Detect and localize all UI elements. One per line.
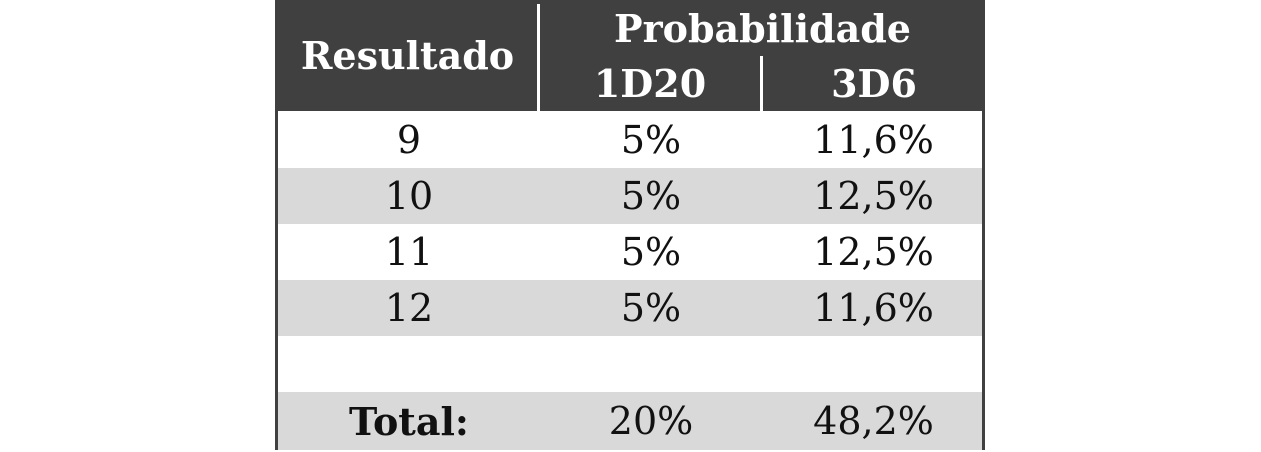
row-bg xyxy=(278,112,982,168)
subcolumn-header: 1D20 xyxy=(593,61,707,106)
table-cell: 9 xyxy=(396,118,422,162)
table-cell: 11,6% xyxy=(813,286,934,330)
table-cell: 10 xyxy=(384,174,434,218)
total-cell: Total: xyxy=(349,398,469,444)
table-cell: 5% xyxy=(620,286,682,330)
row-label-header: Resultado xyxy=(300,33,515,78)
table-cell: 12 xyxy=(384,286,434,330)
table-cell: 11,6% xyxy=(813,118,934,162)
table-cell: 12,5% xyxy=(813,230,934,274)
subcolumn-header: 3D6 xyxy=(831,61,917,106)
table-cell: 5% xyxy=(620,174,682,218)
total-row-bg xyxy=(278,392,982,450)
table-cell: 12,5% xyxy=(813,174,934,218)
table-cell: 5% xyxy=(620,230,682,274)
row-bg xyxy=(278,224,982,280)
row-bg xyxy=(278,280,982,336)
group-header: Probabilidade xyxy=(614,5,911,51)
total-cell: 48,2% xyxy=(813,399,934,443)
header-divider xyxy=(760,56,763,111)
table-cell: 5% xyxy=(620,118,682,162)
table-cell: 11 xyxy=(384,230,434,274)
total-cell: 20% xyxy=(608,399,694,443)
header-divider xyxy=(537,4,540,111)
row-bg xyxy=(278,168,982,224)
probability-table: Resultado Probabilidade 1D20 3D6 9 5% 11,6… xyxy=(275,0,985,450)
header-bg xyxy=(278,0,982,111)
